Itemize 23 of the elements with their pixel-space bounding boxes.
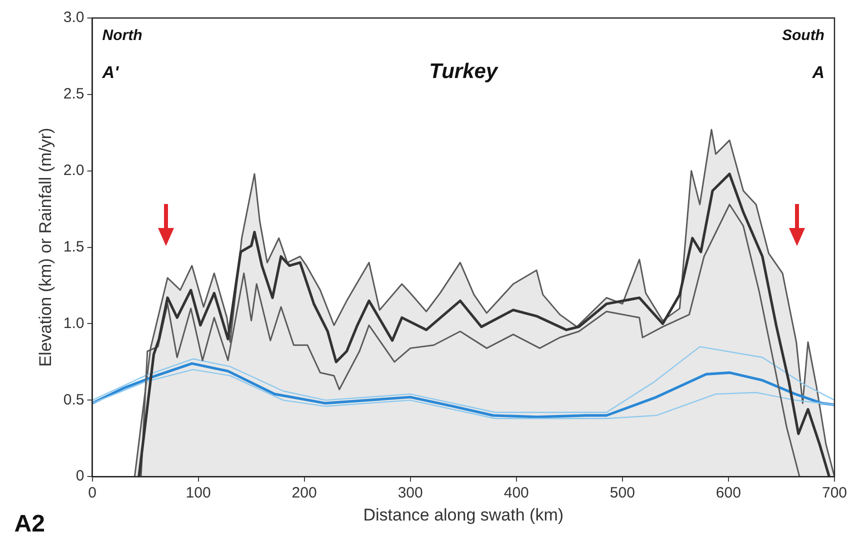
x-tick-label: 600: [716, 484, 741, 502]
y-tick-label: 3.0: [63, 9, 84, 26]
x-axis-title: Distance along swath (km): [363, 505, 564, 524]
y-tick-label: 0: [76, 468, 84, 485]
x-tick-label: 300: [398, 484, 423, 502]
text: A2: [14, 510, 45, 534]
y-tick-label: 1.5: [63, 238, 84, 256]
y-tick-label: 2.5: [63, 86, 84, 103]
y-tick-label: 2.0: [63, 162, 84, 180]
x-tick-label: 500: [610, 484, 635, 502]
x-tick-label: 100: [186, 484, 211, 502]
x-tick-label: 700: [822, 484, 847, 502]
annotation: North: [102, 27, 142, 44]
y-axis-title: Elevation (km) or Rainfall (m/yr): [36, 128, 55, 367]
y-tick-label: 0.5: [63, 391, 84, 408]
annotation: A': [101, 63, 120, 82]
annotation: A: [811, 63, 824, 82]
x-tick-label: 200: [292, 484, 317, 502]
annotation: Turkey: [429, 60, 499, 83]
x-tick-label: 0: [88, 484, 96, 502]
x-tick-label: 400: [504, 484, 529, 502]
annotation: South: [782, 27, 824, 44]
y-tick-label: 1.0: [63, 314, 84, 332]
